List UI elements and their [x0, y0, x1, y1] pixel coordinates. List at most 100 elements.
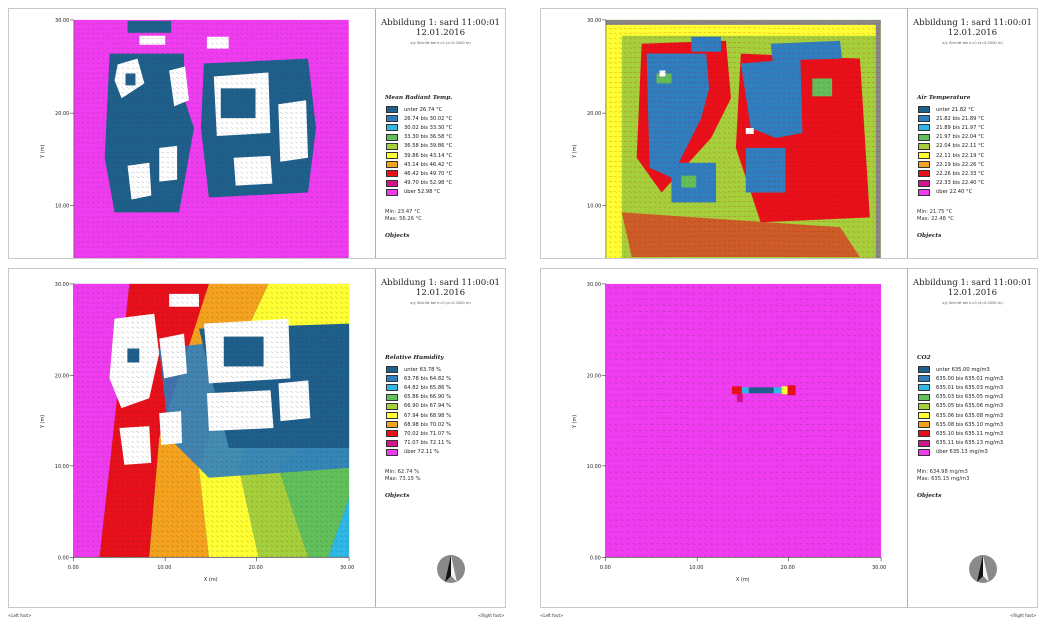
wind-vector — [747, 112, 751, 115]
wind-vector — [772, 156, 776, 158]
wind-vector — [131, 37, 135, 40]
wind-vector — [275, 32, 279, 35]
wind-vector — [314, 116, 319, 119]
wind-vector — [210, 121, 214, 124]
legend-label: 26.74 bis 30.02 °C — [404, 115, 453, 122]
wind-vector — [126, 107, 130, 109]
wind-vector — [295, 97, 299, 99]
wind-vector — [161, 97, 165, 99]
wind-vector — [200, 22, 204, 25]
wind-vector — [817, 156, 821, 157]
wind-vector — [742, 171, 746, 173]
wind-vector — [245, 161, 249, 164]
wind-vector — [250, 77, 254, 80]
wind-vector — [161, 32, 165, 35]
wind-vector — [653, 22, 657, 24]
wind-vector — [111, 245, 115, 248]
wind-vector — [633, 37, 637, 39]
wind-vector — [176, 191, 180, 193]
wind-vector — [270, 216, 274, 219]
wind-vector — [121, 131, 125, 134]
wind-vector — [116, 77, 120, 79]
wind-vector — [698, 121, 702, 124]
wind-vector — [727, 171, 731, 174]
wind-vector — [220, 221, 224, 224]
wind-vector — [648, 196, 652, 199]
wind-vector — [225, 231, 229, 234]
wind-vector — [713, 107, 717, 109]
wind-vector — [270, 141, 274, 144]
wind-vector — [161, 27, 165, 30]
wind-vector — [205, 231, 209, 234]
wind-vector — [250, 131, 254, 135]
wind-vector — [260, 27, 264, 30]
wind-vector — [245, 42, 249, 45]
wind-vector — [220, 151, 224, 154]
wind-vector — [703, 221, 707, 223]
wind-vector — [161, 146, 165, 149]
wind-vector — [319, 206, 323, 208]
wind-vector — [851, 121, 856, 123]
wind-vector — [91, 102, 95, 105]
wind-vector — [324, 226, 328, 228]
legend-entry: 46.42 bis 49.70 °C — [386, 169, 505, 178]
wind-vector — [827, 146, 831, 148]
wind-vector — [777, 112, 781, 114]
wind-vector — [181, 52, 185, 55]
wind-vector — [260, 181, 264, 184]
wind-vector — [812, 37, 816, 40]
wind-vector — [210, 156, 214, 159]
wind-vector — [737, 62, 742, 64]
wind-vector — [235, 171, 239, 174]
wind-vector — [101, 112, 105, 114]
wind-vector — [235, 211, 239, 214]
wind-vector — [628, 191, 632, 193]
wind-vector — [767, 92, 771, 95]
wind-vector — [240, 206, 244, 209]
wind-vector — [319, 191, 323, 193]
wind-vector — [280, 181, 284, 184]
wind-vector — [101, 211, 105, 214]
wind-vector — [319, 201, 323, 203]
wind-vector — [314, 37, 319, 40]
wind-vector — [215, 156, 219, 159]
wind-vector — [309, 42, 314, 45]
wind-vector — [300, 136, 304, 139]
wind-vector — [156, 151, 160, 154]
wind-vector — [146, 32, 150, 35]
wind-vector — [260, 186, 264, 189]
wind-vector — [295, 72, 299, 75]
wind-vector — [737, 151, 741, 154]
wind-vector — [185, 240, 189, 243]
wind-vector — [683, 226, 687, 228]
wind-vector — [265, 211, 269, 214]
wind-vector — [663, 156, 667, 159]
wind-vector — [329, 245, 333, 248]
wind-vector — [673, 196, 677, 199]
wind-vector — [628, 171, 632, 173]
wind-vector — [305, 131, 309, 134]
wind-vector — [319, 87, 323, 89]
wind-vector — [822, 62, 826, 65]
wind-vector — [305, 72, 309, 74]
wind-vector — [329, 146, 333, 149]
wind-vector — [86, 77, 90, 80]
wind-vector — [812, 67, 816, 70]
wind-vector — [161, 136, 165, 139]
wind-vector — [797, 67, 801, 70]
wind-vector — [832, 141, 836, 143]
wind-vector — [250, 102, 254, 105]
wind-vector — [285, 181, 289, 184]
wind-vector — [101, 245, 105, 248]
wind-vector — [708, 32, 712, 33]
wind-vector — [608, 62, 613, 64]
wind-vector — [126, 171, 130, 174]
wind-vector — [146, 181, 150, 183]
wind-vector — [240, 126, 244, 130]
wind-vector — [101, 121, 105, 124]
wind-vector — [841, 62, 846, 64]
wind-vector — [235, 231, 239, 234]
wind-vector — [718, 37, 722, 38]
wind-vector — [121, 151, 125, 154]
wind-vector — [777, 107, 781, 109]
